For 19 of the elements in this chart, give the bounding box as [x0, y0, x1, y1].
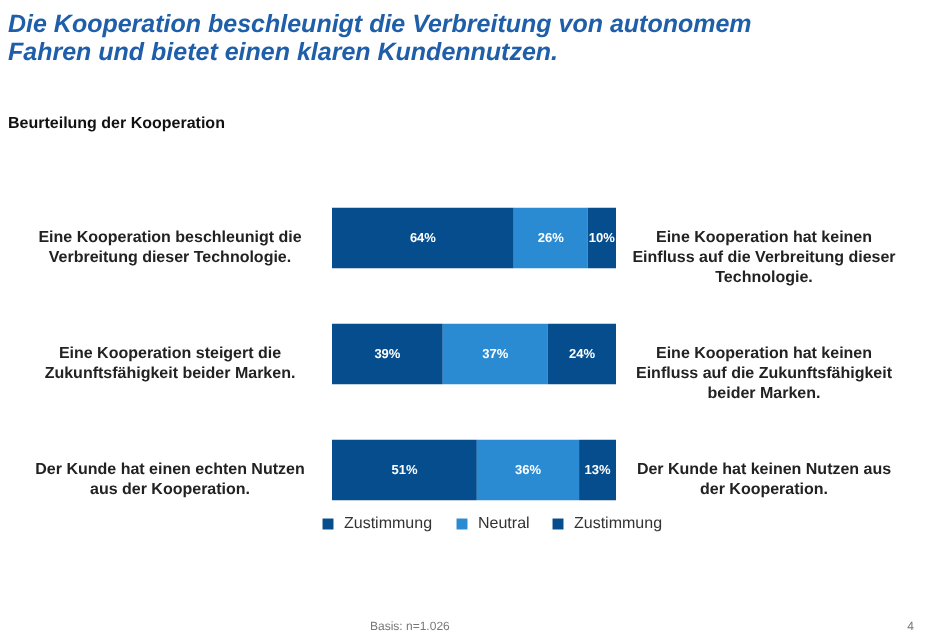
text: Eine Kooperation hat keinen Einfluss auf die Zukunftsfähigkeit beider Marken. [635, 344, 893, 402]
bar [513, 207, 588, 269]
bar [442, 323, 548, 385]
text: Der Kunde hat keinen Nutzen aus der Kooperation. [636, 460, 893, 498]
bar [476, 439, 580, 501]
bar [332, 439, 477, 501]
y-tick-label: Eine Kooperation beschleunigt die Verbreitung dieser Technologie. [38, 228, 303, 266]
y-tick-label: Der Kunde hat einen echten Nutzen aus der Kooperation. [35, 460, 305, 498]
chart-title: Die Kooperation beschleunigt die Verbreitung von autonomem Fahren und bietet einen klaren Kundennutzen. [8, 10, 752, 66]
bar [332, 323, 443, 385]
legend-label: Neutral [478, 514, 531, 532]
legend-label: Zustimmung [574, 514, 663, 532]
text: Eine Kooperation hat keinen Einfluss auf die Verbreitung dieser Technologie. [632, 228, 896, 286]
legend-label: Zustimmung [344, 514, 433, 532]
text: Beurteilung der Kooperation [8, 114, 226, 132]
y-tick-label: Eine Kooperation steigert die Zukunftsfähigkeit beider Marken. [44, 344, 296, 382]
bar [579, 439, 616, 501]
bar [547, 323, 616, 385]
bar [332, 207, 514, 269]
